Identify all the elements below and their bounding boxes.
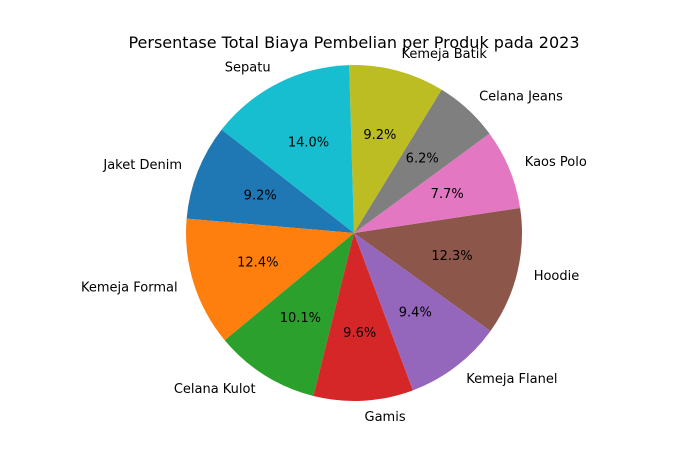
chart-title: Persentase Total Biaya Pembelian per Pro… [128,33,579,52]
slice-category-label: Celana Jeans [479,89,563,104]
slice-percent-label: 12.4% [237,256,278,271]
slice-percent-label: 6.2% [406,151,439,166]
pie-labels: 9.2% Jaket Denim 12.4% Kemeja Formal 10.1% Ce… [81,47,587,425]
slice-category-label: Hoodie [534,269,580,284]
pie-slice-kemeja-batik [349,65,442,234]
slice-percent-label: 9.2% [244,189,277,204]
slice-percent-label: 7.7% [431,187,464,202]
pie-slice-hoodie [354,207,522,331]
slice-percent-label: 9.2% [363,128,396,143]
pie-slice-kaos-polo [354,133,521,233]
slice-category-label: Kemeja Formal [81,281,178,296]
pie-slice-celana-kulot [224,233,354,397]
slice-category-label: Jaket Denim [102,158,182,173]
slice-category-label: Kemeja Flanel [466,372,557,387]
pie-slice-gamis [313,233,413,401]
pie-slice-kemeja-formal [186,218,354,341]
slice-percent-label: 14.0% [288,136,329,151]
pie-slices [186,65,522,401]
pie-slice-sepatu [221,65,354,233]
slice-category-label: Gamis [365,410,406,425]
slice-percent-label: 9.4% [399,306,432,321]
pie-slice-kemeja-flanel [354,233,491,391]
slice-percent-label: 10.1% [280,311,321,326]
slice-percent-label: 9.6% [343,326,376,341]
slice-category-label: Celana Kulot [174,382,256,397]
slice-percent-label: 12.3% [431,249,472,264]
slice-category-label: Sepatu [225,61,271,76]
slice-category-label: Kemeja Batik [402,47,488,62]
pie-slice-jaket-denim [186,129,354,233]
pie-slice-celana-jeans [354,89,490,233]
slice-category-label: Kaos Polo [525,155,587,170]
